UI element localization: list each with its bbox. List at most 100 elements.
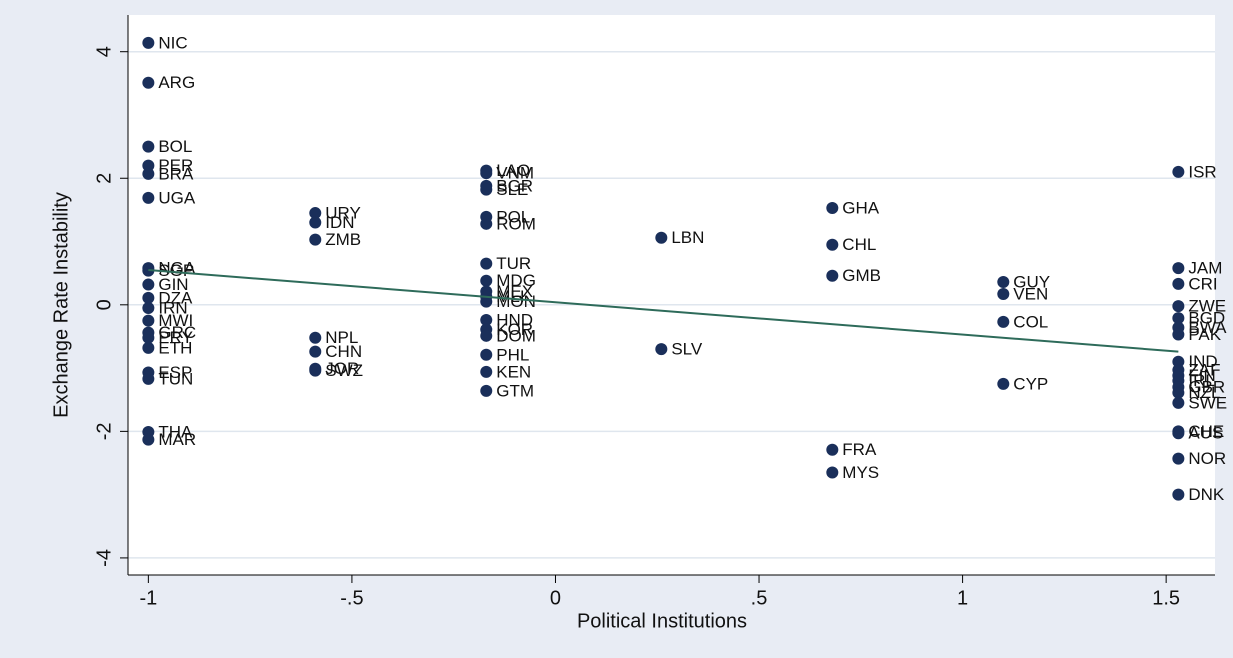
point-label: LAO xyxy=(496,161,530,180)
x-tick-label: 0 xyxy=(550,587,561,609)
point-label: AUS xyxy=(1188,424,1223,443)
point xyxy=(142,433,155,446)
point-label: NIC xyxy=(158,33,187,52)
point xyxy=(480,217,493,230)
point xyxy=(309,233,322,246)
point-label: IRN xyxy=(158,298,187,317)
point-label: MDG xyxy=(496,271,536,290)
point-label: COL xyxy=(1013,312,1048,331)
point xyxy=(480,257,493,270)
x-tick-label: .5 xyxy=(751,587,768,609)
point-label: VNM xyxy=(496,164,534,183)
point xyxy=(142,341,155,354)
point-label: DOM xyxy=(496,326,536,345)
x-tick-label: -1 xyxy=(139,587,157,609)
point-label: FRA xyxy=(842,440,877,459)
point-label: GIN xyxy=(158,275,188,294)
point xyxy=(142,278,155,291)
point-label: PHL xyxy=(496,345,529,364)
point-label: ZAF xyxy=(1188,360,1220,379)
point-label: JAM xyxy=(1188,259,1222,278)
point xyxy=(142,140,155,153)
y-tick-label: -4 xyxy=(93,549,115,567)
x-tick-label: 1.5 xyxy=(1152,587,1180,609)
point xyxy=(1172,312,1185,325)
point xyxy=(1172,396,1185,409)
point-label: ISR xyxy=(1188,162,1216,181)
point xyxy=(826,238,839,251)
point-label: GRC xyxy=(158,323,196,342)
point xyxy=(997,288,1010,301)
point xyxy=(655,343,668,356)
point-label: THA xyxy=(158,422,193,441)
point xyxy=(480,329,493,342)
point-label: DNK xyxy=(1188,485,1225,504)
point-label: PER xyxy=(158,156,193,175)
point-label: MON xyxy=(496,292,536,311)
point-label: NOR xyxy=(1188,449,1226,468)
point xyxy=(1172,488,1185,501)
point-label: JOR xyxy=(325,359,359,378)
point xyxy=(142,191,155,204)
point-label: IND xyxy=(1188,352,1217,371)
point xyxy=(142,301,155,314)
point-label: ROM xyxy=(496,214,536,233)
point xyxy=(142,291,155,304)
y-tick-label: -2 xyxy=(93,422,115,440)
point-label: CRI xyxy=(1188,274,1217,293)
point-label: CYP xyxy=(1013,374,1048,393)
point xyxy=(309,364,322,377)
point xyxy=(1172,277,1185,290)
point-label: CHL xyxy=(842,235,876,254)
point-label: NPL xyxy=(325,328,358,347)
point-label: CHE xyxy=(1188,422,1224,441)
point xyxy=(1172,386,1185,399)
point xyxy=(826,201,839,214)
point xyxy=(997,315,1010,328)
point-label: UGA xyxy=(158,188,196,207)
point xyxy=(655,231,668,244)
point-label: BOL xyxy=(158,137,192,156)
point xyxy=(142,372,155,385)
point-label: SGP xyxy=(158,261,194,280)
point-label: BWA xyxy=(1188,318,1227,337)
point-label: MYS xyxy=(842,463,879,482)
point xyxy=(1172,328,1185,341)
y-tick-label: 2 xyxy=(93,173,115,184)
point-label: GMB xyxy=(842,266,881,285)
point xyxy=(309,207,322,220)
point-label: POL xyxy=(496,207,530,226)
y-tick-label: 0 xyxy=(93,299,115,310)
point xyxy=(826,443,839,456)
point-label: ARG xyxy=(158,73,195,92)
point xyxy=(480,348,493,361)
point xyxy=(309,345,322,358)
point xyxy=(480,295,493,308)
point-label: VEN xyxy=(1013,285,1048,304)
point-label: MLI xyxy=(496,287,524,306)
point-label: SWE xyxy=(1188,393,1227,412)
point xyxy=(1172,262,1185,275)
point-label: MEX xyxy=(496,282,533,301)
point xyxy=(142,167,155,180)
point-label: HND xyxy=(496,310,533,329)
point xyxy=(142,331,155,344)
fit-line xyxy=(148,269,1179,353)
point xyxy=(142,314,155,327)
point-label: SLE xyxy=(496,180,528,199)
point xyxy=(1172,165,1185,178)
point xyxy=(142,159,155,172)
point xyxy=(480,313,493,326)
point-label: PRY xyxy=(158,328,193,347)
point xyxy=(480,384,493,397)
point-label: KOR xyxy=(496,320,533,339)
y-tick-label: 4 xyxy=(93,46,115,57)
point-label: PAK xyxy=(1188,325,1221,344)
point-label: BGD xyxy=(1188,309,1225,328)
point-label: GUY xyxy=(1013,273,1050,292)
point-label: MAR xyxy=(158,430,196,449)
point-label: SLV xyxy=(671,340,703,359)
point-label: LBN xyxy=(671,228,704,247)
point-label: KEN xyxy=(496,362,531,381)
